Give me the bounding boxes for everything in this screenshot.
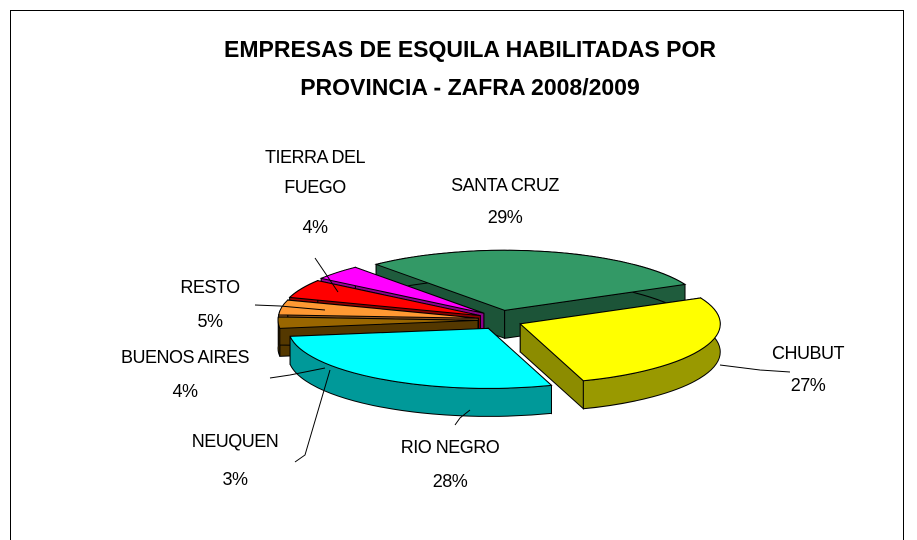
- leader-line: [269, 367, 326, 379]
- slice-value-label: 4%: [172, 381, 198, 401]
- chart-frame: [10, 10, 904, 540]
- slice: [519, 297, 721, 382]
- slice: [278, 299, 479, 319]
- slice-label: CHUBUT: [772, 343, 845, 363]
- slice-label: BUENOS AIRES: [120, 347, 250, 367]
- slice: [288, 280, 481, 317]
- chart-title: EMPRESAS DE ESQUILA HABILITADAS POR PROV…: [224, 36, 716, 100]
- slice-label: RIO NEGRO: [400, 437, 500, 457]
- slice-label: NEUQUEN: [191, 431, 279, 451]
- leader-line: [294, 369, 331, 463]
- leader-line: [314, 257, 339, 293]
- slice-label: TIERRA DEL FUEGO: [264, 147, 366, 197]
- slice-value-label: 5%: [197, 311, 223, 331]
- slice-value-label: 28%: [432, 471, 468, 491]
- leader-line: [719, 364, 791, 373]
- slice-value-label: 3%: [222, 469, 248, 489]
- slice: [289, 327, 553, 389]
- slice: [374, 249, 687, 311]
- slice-value-label: 29%: [487, 207, 523, 227]
- slice-label: RESTO: [180, 277, 240, 297]
- slice-value-label: 27%: [790, 375, 826, 395]
- leader-line: [454, 409, 471, 426]
- leader-line: [254, 304, 326, 311]
- slice: [319, 266, 485, 314]
- slice-label: SANTA CRUZ: [451, 175, 559, 195]
- slice: [277, 316, 479, 329]
- slice-value-label: 4%: [302, 217, 328, 237]
